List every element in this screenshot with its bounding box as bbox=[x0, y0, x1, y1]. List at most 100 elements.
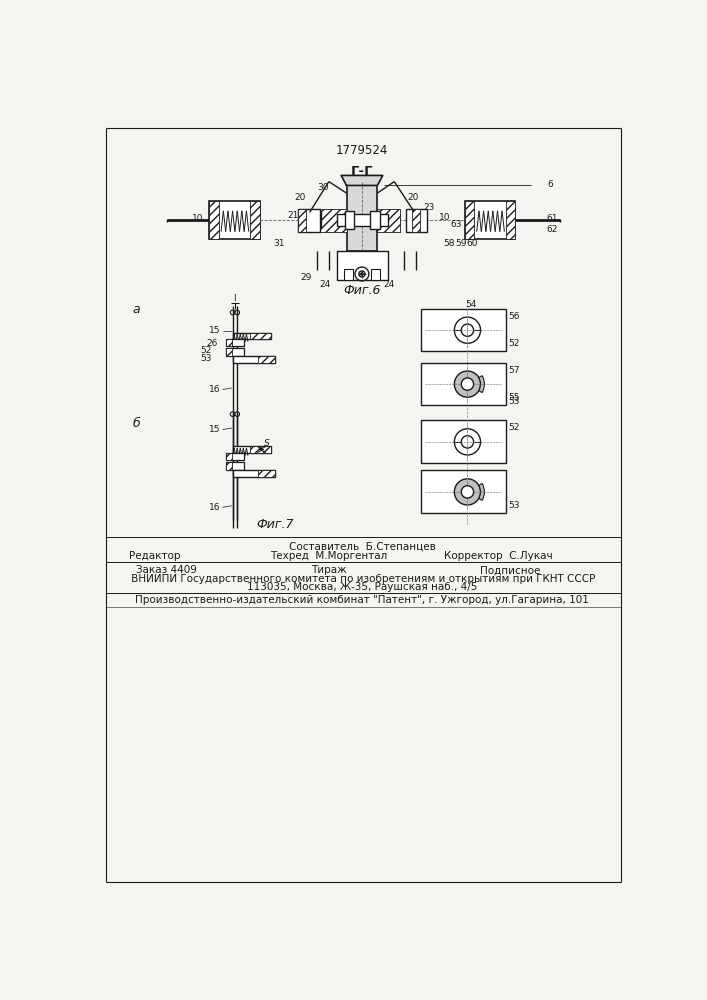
Text: 62: 62 bbox=[547, 225, 558, 234]
Bar bbox=[298, 209, 305, 232]
Bar bbox=[317, 209, 346, 232]
Bar bbox=[337, 251, 388, 280]
Text: 29: 29 bbox=[300, 273, 311, 282]
Text: Составитель  Б.Степанцев: Составитель Б.Степанцев bbox=[288, 542, 436, 552]
Text: Тираж: Тираж bbox=[311, 565, 346, 575]
Text: 52: 52 bbox=[200, 346, 211, 355]
Text: 26: 26 bbox=[206, 339, 218, 348]
Text: Редактор: Редактор bbox=[129, 551, 180, 561]
Text: 61: 61 bbox=[547, 214, 558, 223]
Text: S: S bbox=[264, 439, 270, 448]
Bar bbox=[226, 339, 232, 346]
Text: 56: 56 bbox=[508, 312, 520, 321]
Text: 15: 15 bbox=[209, 326, 221, 335]
Text: 23: 23 bbox=[423, 203, 435, 212]
Circle shape bbox=[361, 273, 363, 275]
Text: 15: 15 bbox=[209, 425, 221, 434]
Bar bbox=[421, 470, 506, 513]
Bar bbox=[233, 446, 271, 453]
Text: 55: 55 bbox=[508, 393, 520, 402]
Text: 16: 16 bbox=[209, 503, 221, 512]
Text: 21: 21 bbox=[287, 211, 298, 220]
Text: Подписное: Подписное bbox=[479, 565, 540, 575]
Bar bbox=[233, 333, 271, 339]
Bar bbox=[371, 269, 380, 280]
Text: Заказ 4409: Заказ 4409 bbox=[136, 565, 197, 575]
Bar bbox=[250, 201, 259, 239]
Text: 59: 59 bbox=[455, 239, 467, 248]
Polygon shape bbox=[341, 175, 382, 185]
Bar bbox=[298, 209, 320, 232]
Text: Корректор  С.Лукач: Корректор С.Лукач bbox=[444, 551, 553, 561]
Bar bbox=[412, 209, 420, 232]
Text: 24: 24 bbox=[320, 280, 331, 289]
Text: 53: 53 bbox=[200, 354, 211, 363]
Text: 60: 60 bbox=[467, 239, 478, 248]
Bar bbox=[226, 462, 232, 470]
Text: 58: 58 bbox=[443, 239, 455, 248]
Bar bbox=[345, 211, 354, 229]
Text: 52: 52 bbox=[508, 339, 520, 348]
Text: 52: 52 bbox=[508, 424, 520, 432]
Text: 53: 53 bbox=[508, 397, 520, 406]
Text: Фиг.7: Фиг.7 bbox=[256, 518, 293, 531]
Bar bbox=[421, 309, 506, 351]
Text: ВНИИПИ Государственного комитета по изобретениям и открытиям при ГКНТ СССР: ВНИИПИ Государственного комитета по изоб… bbox=[128, 574, 595, 584]
Circle shape bbox=[461, 486, 474, 498]
Bar bbox=[506, 201, 515, 239]
Bar bbox=[250, 333, 271, 339]
Text: 53: 53 bbox=[508, 500, 520, 510]
Bar bbox=[226, 453, 244, 460]
Text: Техред  М.Моргентал: Техред М.Моргентал bbox=[270, 551, 387, 561]
Text: 57: 57 bbox=[508, 366, 520, 375]
Circle shape bbox=[455, 371, 481, 397]
Bar bbox=[465, 201, 515, 239]
Text: I: I bbox=[233, 294, 236, 303]
Bar bbox=[226, 462, 244, 470]
Bar bbox=[258, 470, 275, 477]
Bar bbox=[421, 363, 506, 405]
Text: 10: 10 bbox=[438, 213, 450, 222]
Wedge shape bbox=[479, 483, 484, 500]
Bar bbox=[258, 356, 275, 363]
Text: 1779524: 1779524 bbox=[336, 144, 388, 157]
Bar bbox=[370, 211, 380, 229]
Bar bbox=[226, 348, 232, 356]
Bar bbox=[421, 420, 506, 463]
Bar bbox=[337, 214, 388, 226]
Circle shape bbox=[461, 378, 474, 390]
Bar bbox=[465, 201, 474, 239]
Bar bbox=[344, 269, 354, 280]
Text: 6: 6 bbox=[548, 180, 554, 189]
Text: 10: 10 bbox=[192, 214, 204, 223]
Bar bbox=[226, 348, 244, 356]
Text: 20: 20 bbox=[294, 192, 305, 202]
Text: 20: 20 bbox=[408, 193, 419, 202]
Circle shape bbox=[455, 479, 481, 505]
Bar bbox=[406, 209, 428, 232]
Bar bbox=[250, 446, 271, 453]
Bar bbox=[378, 209, 400, 232]
Bar bbox=[233, 470, 275, 477]
Bar bbox=[226, 339, 244, 346]
Bar bbox=[313, 212, 321, 228]
Text: Производственно-издательский комбинат "Патент", г. Ужгород, ул.Гагарина, 101: Производственно-издательский комбинат "П… bbox=[135, 595, 589, 605]
Text: Г-Г: Г-Г bbox=[351, 165, 373, 178]
Bar bbox=[226, 453, 232, 460]
Bar bbox=[209, 201, 259, 239]
Bar bbox=[378, 212, 385, 228]
Text: 31: 31 bbox=[273, 239, 284, 248]
Bar bbox=[209, 201, 218, 239]
Text: 63: 63 bbox=[450, 220, 462, 229]
Bar bbox=[233, 356, 275, 363]
Text: 113035, Москва, Ж-35, Раушская наб., 4/5: 113035, Москва, Ж-35, Раушская наб., 4/5 bbox=[247, 582, 477, 592]
Text: Фиг.6: Фиг.6 bbox=[343, 284, 380, 297]
Bar bbox=[346, 185, 378, 251]
Text: б: б bbox=[132, 417, 140, 430]
Text: а: а bbox=[132, 303, 140, 316]
Text: 24: 24 bbox=[383, 280, 395, 289]
Text: 30: 30 bbox=[317, 183, 329, 192]
Text: 16: 16 bbox=[209, 385, 221, 394]
Wedge shape bbox=[479, 376, 484, 393]
Text: 54: 54 bbox=[466, 300, 477, 309]
